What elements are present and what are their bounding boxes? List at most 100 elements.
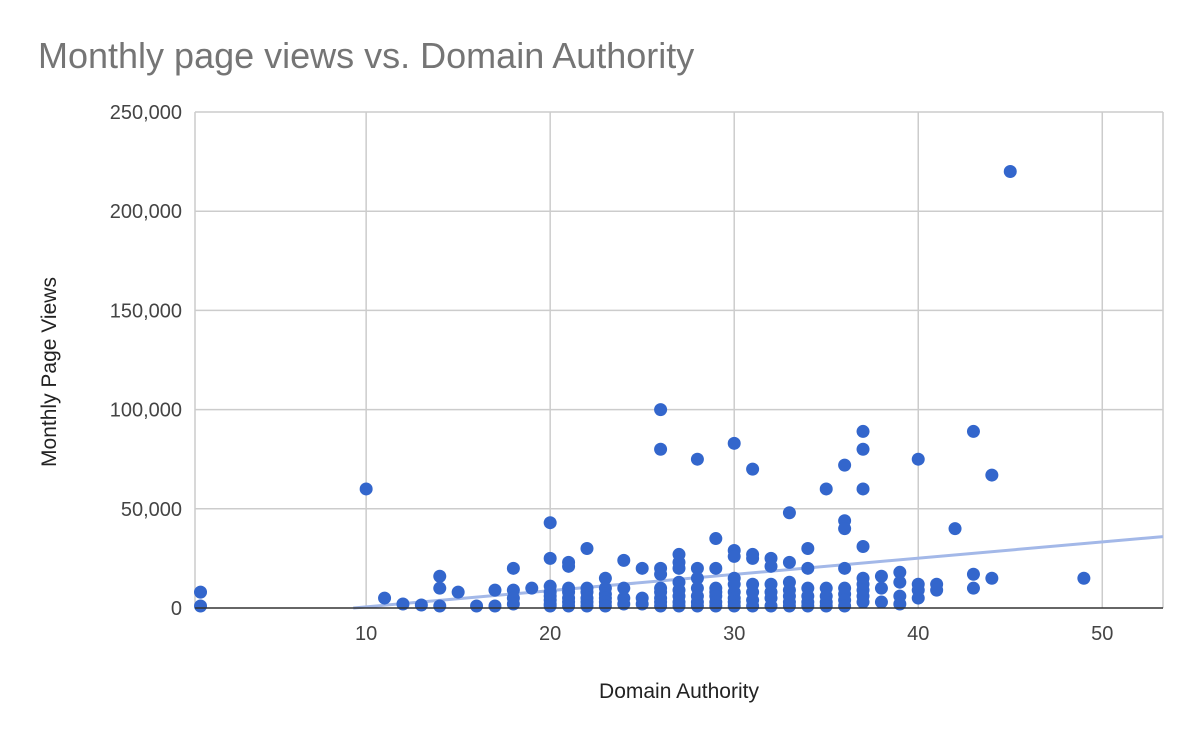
data-point — [911, 452, 925, 466]
y-tick-label: 50,000 — [121, 499, 182, 521]
data-point — [194, 585, 208, 599]
data-point — [433, 581, 447, 595]
data-point — [635, 561, 649, 575]
data-point — [838, 599, 852, 613]
y-tick-label: 200,000 — [110, 201, 182, 223]
data-point — [654, 442, 668, 456]
chart-title: Monthly page views vs. Domain Authority — [38, 35, 694, 76]
y-tick-label: 100,000 — [110, 400, 182, 422]
data-point — [911, 591, 925, 605]
data-point — [433, 599, 447, 613]
data-point — [690, 452, 704, 466]
data-point — [580, 541, 594, 555]
data-points — [194, 165, 1091, 613]
data-point — [838, 522, 852, 536]
data-point — [838, 458, 852, 472]
data-point — [764, 559, 778, 573]
data-point — [930, 583, 944, 597]
data-point — [617, 581, 631, 595]
data-point — [654, 567, 668, 581]
trendline — [353, 535, 1164, 610]
y-axis-label: Monthly Page Views — [38, 277, 61, 467]
x-axis-label: Domain Authority — [599, 680, 759, 703]
data-point — [838, 561, 852, 575]
data-point — [672, 561, 686, 575]
data-point — [874, 569, 888, 583]
data-point — [690, 571, 704, 585]
data-point — [562, 559, 576, 573]
data-point — [359, 482, 373, 496]
data-point — [654, 599, 668, 613]
data-point — [727, 599, 741, 613]
data-point — [966, 424, 980, 438]
data-point — [562, 599, 576, 613]
data-point — [709, 599, 723, 613]
data-point — [1077, 571, 1091, 585]
data-point — [470, 599, 484, 613]
data-point — [598, 571, 612, 585]
data-point — [414, 598, 428, 612]
data-point — [727, 436, 741, 450]
data-point — [985, 468, 999, 482]
data-point — [856, 442, 870, 456]
x-tick-label: 50 — [1091, 623, 1113, 645]
data-point — [598, 599, 612, 613]
data-point — [709, 532, 723, 546]
data-point — [801, 561, 815, 575]
data-point — [543, 516, 557, 530]
x-tick-label: 40 — [907, 623, 929, 645]
data-point — [525, 581, 539, 595]
data-point — [874, 581, 888, 595]
data-point — [801, 599, 815, 613]
y-gridlines — [195, 111, 1163, 510]
data-point — [893, 565, 907, 579]
data-point — [451, 585, 465, 599]
data-point — [194, 599, 208, 613]
data-point — [433, 569, 447, 583]
data-point — [543, 599, 557, 613]
data-point — [709, 561, 723, 575]
data-point — [985, 571, 999, 585]
data-point — [782, 599, 796, 613]
data-point — [488, 583, 502, 597]
data-point — [746, 462, 760, 476]
data-point — [690, 561, 704, 575]
y-tick-label: 250,000 — [110, 102, 182, 124]
data-point — [378, 591, 392, 605]
data-point — [690, 599, 704, 613]
data-point — [727, 549, 741, 563]
data-point — [801, 541, 815, 555]
data-point — [966, 567, 980, 581]
data-point — [782, 555, 796, 569]
data-point — [746, 599, 760, 613]
y-tick-labels: 0 50,000 100,000 150,000 200,000 250,000 — [110, 102, 182, 620]
data-point — [488, 599, 502, 613]
data-point — [672, 599, 686, 613]
data-point — [543, 551, 557, 565]
data-point — [856, 424, 870, 438]
data-point — [764, 599, 778, 613]
x-tick-label: 10 — [355, 623, 377, 645]
data-point — [1003, 165, 1017, 179]
data-point — [948, 522, 962, 536]
trendline-layer — [353, 535, 1164, 610]
data-point — [856, 482, 870, 496]
data-point — [819, 482, 833, 496]
x-tick-labels: 10 20 30 40 50 — [355, 623, 1113, 645]
data-point — [874, 595, 888, 609]
x-tick-label: 30 — [723, 623, 745, 645]
data-point — [966, 581, 980, 595]
data-point — [856, 539, 870, 553]
data-point — [617, 553, 631, 567]
x-tick-label: 20 — [539, 623, 561, 645]
data-point — [746, 551, 760, 565]
data-point — [580, 599, 594, 613]
data-point — [893, 575, 907, 589]
data-point — [856, 595, 870, 609]
data-point — [506, 561, 520, 575]
x-gridlines — [194, 112, 1164, 608]
data-point — [782, 506, 796, 520]
data-point — [654, 403, 668, 417]
data-point — [819, 599, 833, 613]
